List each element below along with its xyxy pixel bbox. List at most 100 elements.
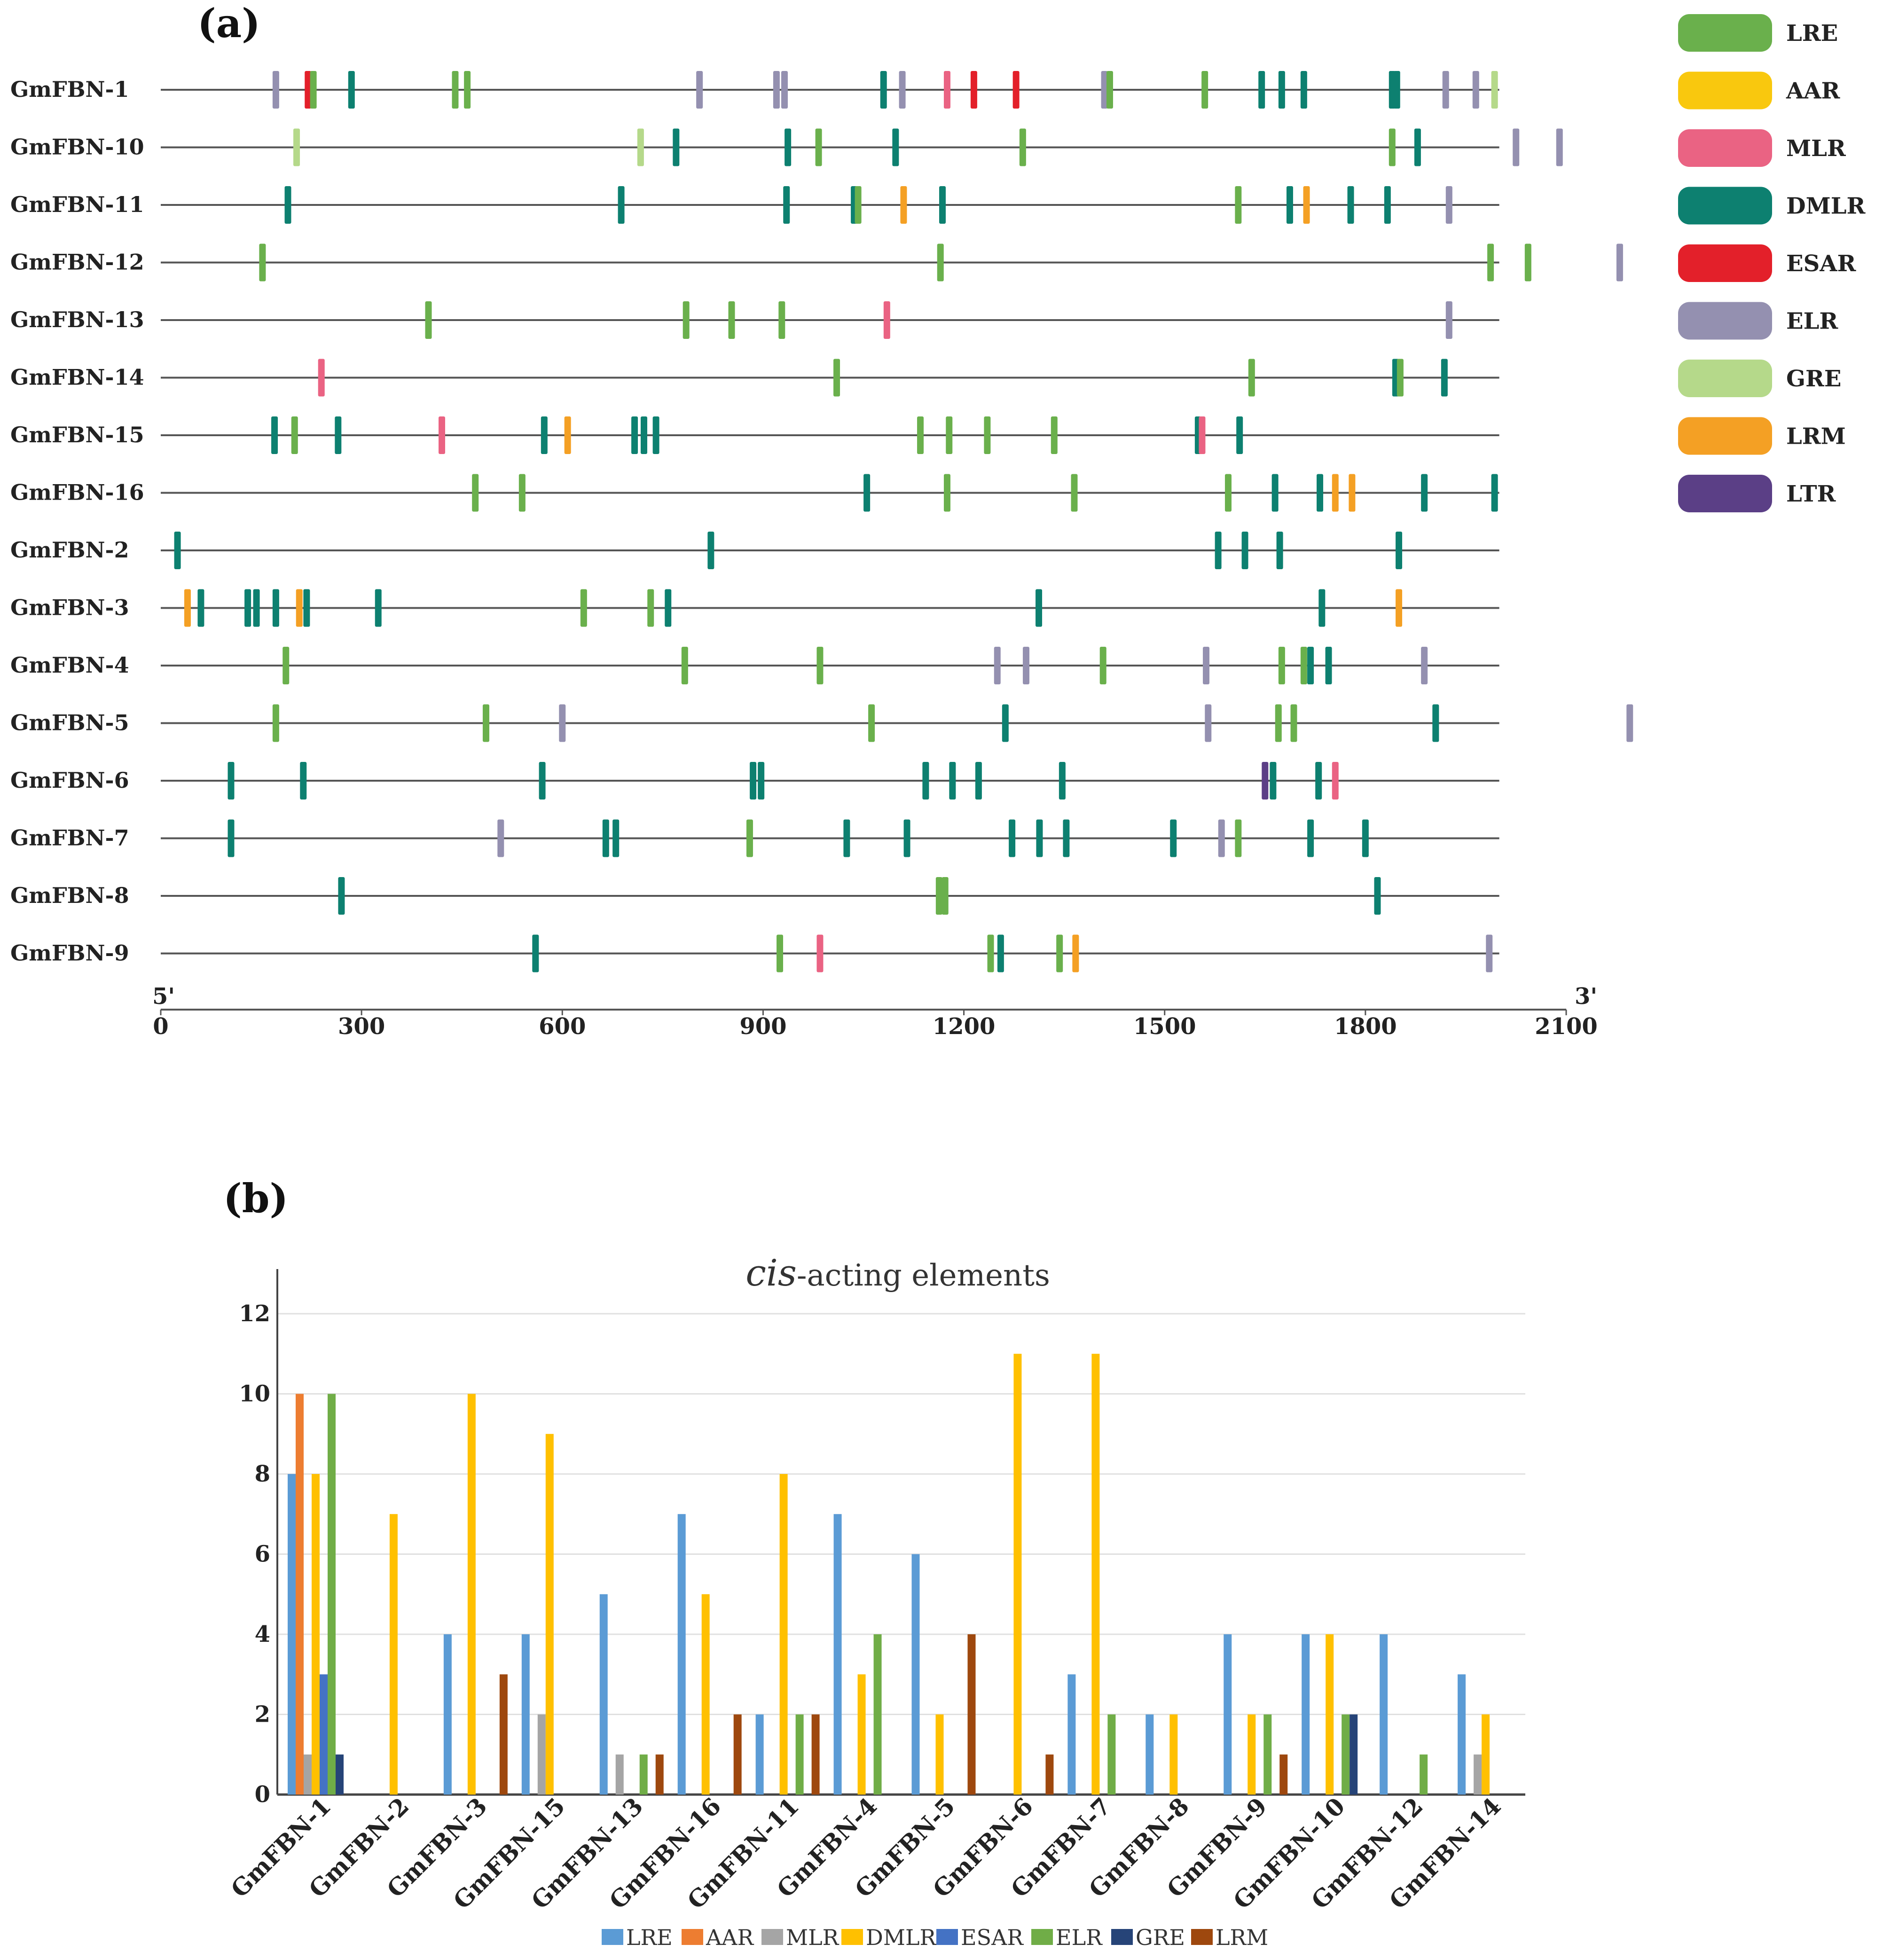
element-mark-lre	[1487, 243, 1494, 282]
element-mark-dmlr	[1318, 589, 1326, 627]
element-mark-lre	[1275, 704, 1282, 742]
element-mark-lre	[1248, 359, 1255, 397]
element-mark-lrm	[1332, 474, 1339, 512]
element-mark-lre	[1278, 647, 1285, 684]
bar-dmlr	[312, 1474, 320, 1795]
element-mark-dmlr	[750, 762, 757, 800]
bar-elr	[1342, 1714, 1350, 1795]
element-mark-lre	[683, 301, 690, 339]
element-mark-dmlr	[949, 762, 956, 800]
element-mark-dmlr	[1396, 532, 1403, 569]
element-mark-dmlr	[532, 934, 539, 972]
gene-row: GmFBN-16	[10, 474, 1499, 512]
bar-dmlr	[467, 1394, 476, 1795]
bar-legend-swatch	[1031, 1929, 1053, 1945]
axis-tick-label: 600	[539, 1013, 586, 1040]
element-mark-elr	[773, 71, 780, 109]
gene-row: GmFBN-4	[10, 647, 1499, 684]
element-mark-mlr	[1199, 416, 1206, 454]
element-mark-lre	[1300, 647, 1307, 684]
element-mark-dmlr	[1063, 819, 1070, 857]
gene-row: GmFBN-8	[10, 877, 1499, 915]
bar-mlr	[304, 1754, 312, 1795]
element-mark-dmlr	[335, 416, 342, 454]
bar-elr	[873, 1634, 882, 1795]
bar-elr	[328, 1394, 336, 1795]
element-mark-lre	[291, 416, 298, 454]
element-mark-elr	[1445, 186, 1452, 224]
bar-gre	[336, 1754, 344, 1795]
element-mark-dmlr	[1374, 877, 1381, 915]
gene-row: GmFBN-2	[10, 532, 1499, 569]
element-mark-dmlr	[1393, 71, 1400, 109]
position-axis: 0 300 600 900 1200 1500 1800 2100 5' 3'	[152, 983, 1598, 1040]
bar-lre	[443, 1634, 452, 1795]
element-mark-dmlr	[1270, 762, 1277, 800]
legend-label: ELR	[1786, 308, 1838, 335]
bar-legend-item-aar: AAR	[682, 1925, 754, 1950]
element-mark-dmlr	[892, 128, 899, 166]
axis-tick-label: 2100	[1535, 1013, 1598, 1040]
element-mark-elr	[994, 647, 1001, 684]
element-mark-dmlr	[1271, 474, 1279, 512]
bar-lrm	[967, 1634, 976, 1795]
element-mark-lre	[282, 647, 290, 684]
y-tick-label: 0	[255, 1781, 270, 1808]
element-mark-elr	[1472, 71, 1479, 109]
element-mark-lre	[425, 301, 432, 339]
bar-elr	[639, 1754, 648, 1795]
y-tick-label: 6	[255, 1541, 270, 1568]
element-mark-dmlr	[1300, 71, 1307, 109]
element-mark-lre	[746, 819, 753, 857]
element-mark-dmlr	[1362, 819, 1369, 857]
category-group	[521, 1434, 554, 1795]
category-group	[1013, 1354, 1054, 1795]
element-mark-dmlr	[303, 589, 310, 627]
element-mark-dmlr	[903, 819, 910, 857]
element-mark-dmlr	[652, 416, 659, 454]
element-mark-lre	[1397, 359, 1404, 397]
y-tick-label: 12	[239, 1301, 270, 1327]
panel-a-element-map: GmFBN-1 GmFBN-10 GmFBN-11 GmFBN-12 GmFBN-13 G…	[10, 71, 1633, 1040]
element-mark-lre	[816, 647, 824, 684]
element-mark-lre	[1051, 416, 1058, 454]
bar-dmlr	[935, 1714, 944, 1795]
gene-label: GmFBN-10	[10, 134, 144, 160]
element-mark-elr	[272, 71, 279, 109]
element-mark-gre	[1491, 71, 1498, 109]
legend-swatch	[1678, 14, 1772, 52]
legend-label: AAR	[1786, 78, 1840, 104]
bar-dmlr	[389, 1514, 398, 1795]
element-mark-elr	[497, 819, 504, 857]
bar-lrm	[499, 1674, 508, 1795]
element-mark-lre	[728, 301, 735, 339]
element-mark-dmlr	[640, 416, 647, 454]
element-mark-dmlr	[758, 762, 765, 800]
element-mark-mlr	[943, 71, 950, 109]
bar-legend-item-mlr: MLR	[761, 1925, 840, 1950]
element-mark-lre	[647, 589, 654, 627]
legend-label: DMLR	[1786, 193, 1866, 220]
bar-lre	[911, 1554, 920, 1795]
element-mark-lrm	[564, 416, 571, 454]
element-mark-esar	[305, 71, 312, 109]
bar-legend-item-dmlr: DMLR	[841, 1925, 937, 1950]
element-mark-lre	[1056, 934, 1063, 972]
bar-lre	[833, 1514, 842, 1795]
bar-legend-item-elr: ELR	[1031, 1925, 1103, 1950]
gene-label: GmFBN-4	[10, 652, 129, 678]
legend-item-lrm: LRM	[1678, 417, 1846, 455]
bar-lrm	[1045, 1754, 1054, 1795]
element-mark-dmlr	[1421, 474, 1428, 512]
legend-label: ESAR	[1786, 251, 1856, 277]
element-mark-elr	[559, 704, 566, 742]
chart-title: cis-acting elements	[745, 1252, 1050, 1294]
bar-dmlr	[1091, 1354, 1100, 1795]
legend-item-lre: LRE	[1678, 14, 1838, 52]
element-mark-dmlr	[1432, 704, 1439, 742]
category-group	[755, 1474, 820, 1795]
bar-legend-label: DMLR	[866, 1925, 937, 1950]
bar-dmlr	[545, 1434, 554, 1795]
element-mark-lre	[1235, 186, 1242, 224]
